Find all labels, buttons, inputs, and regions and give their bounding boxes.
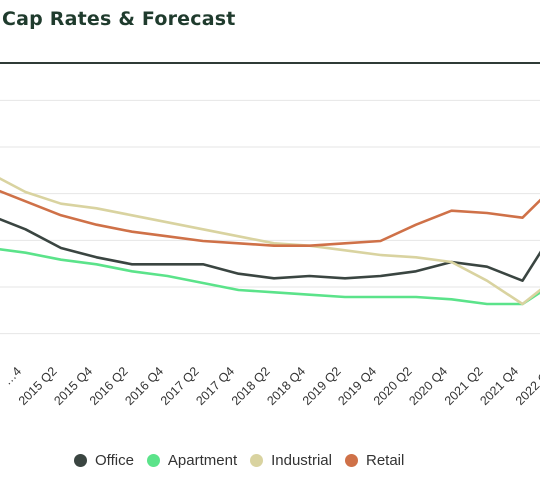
grid-lines <box>0 99 540 335</box>
legend-label: Industrial <box>271 452 332 469</box>
legend-marker <box>146 454 160 467</box>
x-tick-label: 2018 Q4 <box>264 364 308 408</box>
series-line-industrial <box>0 177 540 306</box>
legend-item-apartment: Apartment <box>146 452 238 469</box>
chart-title: Cap Rates & Forecast <box>2 8 236 30</box>
x-tick-label: 2020 Q2 <box>371 364 415 408</box>
legend-marker <box>344 454 358 467</box>
series-lines <box>0 177 540 306</box>
legend-item-industrial: Industrial <box>250 452 332 469</box>
legend-label: Apartment <box>167 452 238 469</box>
legend: Office Apartment Industrial Retail <box>74 452 417 469</box>
x-tick-label: 2017 Q2 <box>158 364 202 408</box>
x-tick-label: 2021 Q2 <box>442 364 486 408</box>
legend-item-office: Office <box>74 452 134 469</box>
series-line-retail <box>0 189 540 247</box>
header-divider <box>0 62 540 64</box>
x-tick-label: 2021 Q4 <box>477 364 521 408</box>
x-tick-label: …4 <box>0 364 24 388</box>
x-tick-label: 2019 Q2 <box>300 364 344 408</box>
series-line-apartment <box>0 248 540 306</box>
x-tick-label: 2020 Q4 <box>406 364 450 408</box>
series-line-office <box>0 217 540 283</box>
legend-label: Office <box>95 452 134 469</box>
legend-marker <box>250 454 264 467</box>
x-tick-label: 2019 Q4 <box>335 364 379 408</box>
x-tick-label: 2016 Q4 <box>122 364 166 408</box>
x-tick-label: 2018 Q2 <box>229 364 273 408</box>
x-tick-label: 2015 Q4 <box>51 364 95 408</box>
legend-item-retail: Retail <box>344 452 405 469</box>
x-tick-label: 2015 Q2 <box>16 364 60 408</box>
legend-marker <box>74 454 87 467</box>
legend-label: Retail <box>365 452 405 469</box>
x-tick-label: 2016 Q2 <box>87 364 131 408</box>
x-tick-label: 2017 Q4 <box>193 364 237 408</box>
